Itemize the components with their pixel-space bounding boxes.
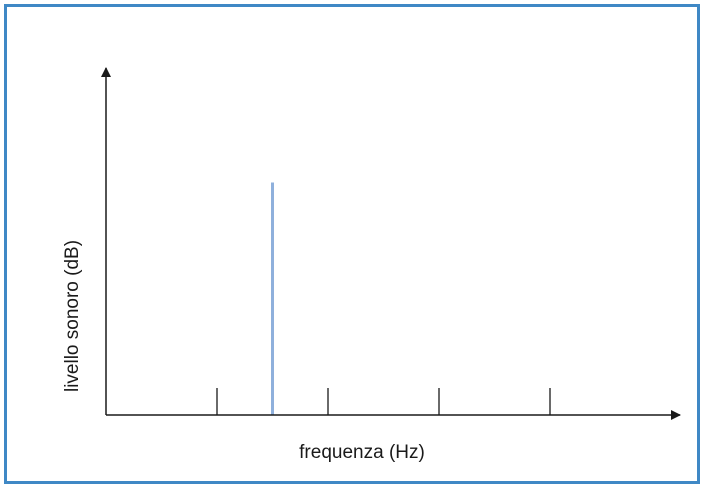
x-tick-group	[216, 388, 551, 415]
x-axis-label: frequenza (Hz)	[299, 442, 425, 463]
chart-frame	[4, 4, 700, 484]
y-axis-label: livello sonoro (dB)	[62, 240, 83, 392]
